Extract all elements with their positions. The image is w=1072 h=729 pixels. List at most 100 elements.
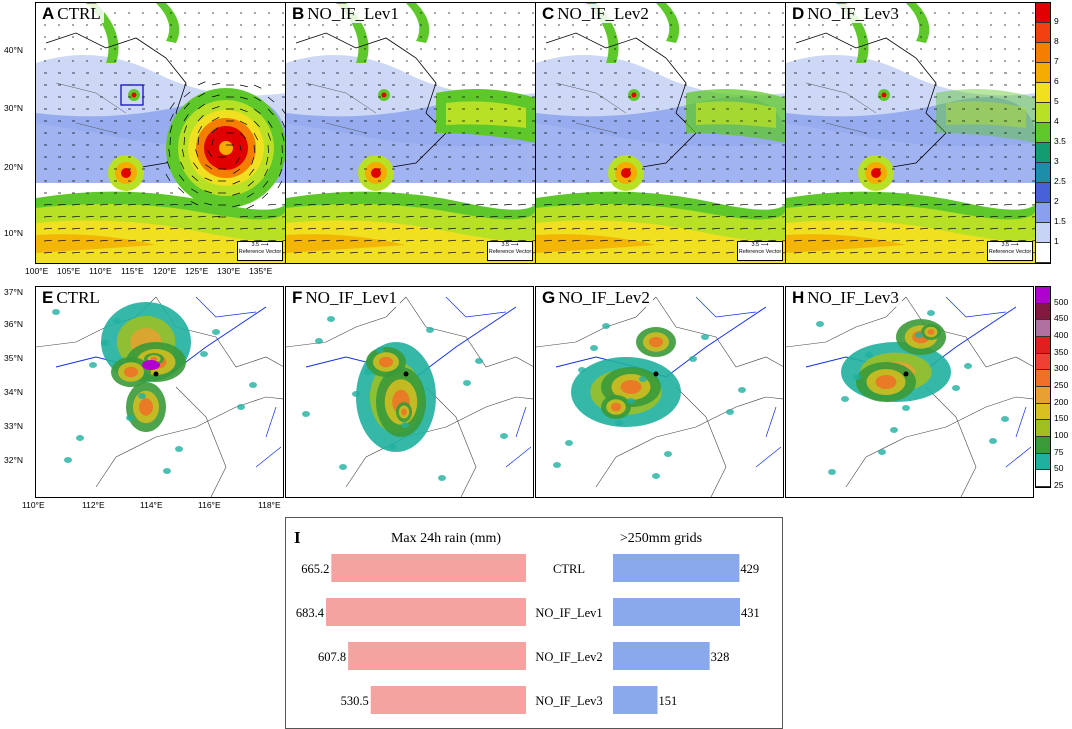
wind-panel-d: D NO_IF_Lev3 3.5 ⟶ Reference Vector [785,2,1036,264]
reference-vector-box: 3.5 ⟶ Reference Vector [237,241,283,261]
colorbar-swatch [1036,470,1050,487]
colorbar-label: 1.5 [1054,216,1066,226]
colorbar-label: 350 [1054,346,1069,357]
wind-colorbar [1035,2,1051,264]
rain-lat-tick: 36°N [4,319,23,329]
colorbar-swatch [1036,163,1050,183]
panel-letter: G [542,288,556,307]
wind-lat-tick: 10°N [4,228,23,238]
colorbar-swatch [1036,453,1050,471]
rain-lon-tick: 116°E [198,500,221,510]
grids-bar-value: 429 [740,562,759,576]
panel-letter: B [292,4,305,23]
wind-lon-tick: 125°E [185,266,209,276]
rain-lat-tick: 33°N [4,421,23,431]
panel-letter: E [42,288,54,307]
rain-lon-tick: 112°E [82,500,105,510]
colorbar-label: 75 [1054,446,1064,457]
colorbar-label: 6 [1054,76,1059,86]
rain-bar [326,598,526,626]
colorbar-swatch [1036,353,1050,371]
wind-lat-tick: 40°N [4,45,23,55]
rain-panel-h: H NO_IF_Lev3 [785,286,1034,498]
colorbar-label: 200 [1054,396,1069,407]
reference-vector-box: 3.5 ⟶ Reference Vector [487,241,533,261]
reference-vector-label: Reference Vector [488,249,532,255]
colorbar-swatch [1036,223,1050,243]
colorbar-swatch [1036,420,1050,437]
colorbar-label: 100 [1054,430,1069,440]
wind-map-svg [36,3,285,263]
bar-chart-panel: I Max 24h rain (mm) >250mm grids 665.2 CTRL 4… [285,517,783,729]
panel-title: D NO_IF_Lev3 [789,4,902,23]
rain-panel-g: G NO_IF_Lev2 [535,286,784,498]
category-label: CTRL [553,562,585,576]
colorbar-swatch [1036,83,1050,103]
wind-lon-tick: 105°E [57,266,81,276]
panel-title: C NO_IF_Lev2 [539,4,652,23]
wind-lon-tick: 100°E [25,266,49,276]
panel-letter: F [292,288,303,307]
panel-name: CTRL [57,4,101,23]
reference-vector-box: 3.5 ⟶ Reference Vector [737,241,783,261]
panel-name: NO_IF_Lev1 [307,4,399,23]
colorbar-label: 500 [1054,296,1069,307]
colorbar-swatch [1036,336,1050,354]
reference-vector-value: 3.5 ⟶ [251,242,269,248]
rain-colorbar [1035,286,1051,488]
wind-panel-a: A CTRL 3.5 ⟶ Reference Vector [35,2,286,264]
colorbar-label: 3.5 [1054,136,1066,146]
colorbar-swatch [1036,103,1050,123]
colorbar-label: 250 [1054,380,1069,390]
rain-lon-tick: 114°E [140,500,163,510]
panel-letter: A [42,4,55,23]
colorbar-label: 2.5 [1054,176,1066,186]
panel-title: G NO_IF_Lev2 [539,288,653,307]
colorbar-swatch [1036,320,1050,337]
grids-bar-value: 328 [711,650,730,664]
panel-title: E CTRL [39,288,103,307]
colorbar-label: 2 [1054,196,1059,206]
rain-lat-tick: 37°N [4,287,23,297]
colorbar-label: 5 [1054,96,1059,106]
colorbar-swatch [1036,63,1050,83]
panel-name: NO_IF_Lev3 [807,288,899,307]
wind-lat-tick: 30°N [4,103,23,113]
colorbar-swatch [1036,3,1050,23]
reference-vector-value: 3.5 ⟶ [751,242,769,248]
panel-title: A CTRL [39,4,104,23]
colorbar-swatch [1036,386,1050,404]
rain-bar [348,642,526,670]
colorbar-swatch [1036,43,1050,63]
grids-bar-value: 151 [658,694,677,708]
panel-title: H NO_IF_Lev3 [789,288,902,307]
colorbar-swatch [1036,203,1050,223]
reference-vector-value: 3.5 ⟶ [1001,242,1019,248]
panel-name: NO_IF_Lev3 [807,4,899,23]
panel-title: F NO_IF_Lev1 [289,288,400,307]
colorbar-label: 8 [1054,36,1059,46]
wind-lon-tick: 110°E [89,266,112,276]
colorbar-label: 400 [1054,330,1069,340]
wind-lon-tick: 120°E [153,266,177,276]
series-name-rain: Max 24h rain (mm) [391,531,501,546]
rain-bar-value: 665.2 [301,562,329,576]
panel-title: B NO_IF_Lev1 [289,4,402,23]
bar-chart-svg: I Max 24h rain (mm) >250mm grids 665.2 CTRL 4… [294,528,760,714]
rain-lat-tick: 35°N [4,353,23,363]
panel-letter: D [792,4,805,23]
panel-letter: C [542,4,555,23]
rain-map-svg [536,287,783,497]
category-label: NO_IF_Lev2 [535,650,602,664]
colorbar-swatch [1036,436,1050,454]
colorbar-label: 50 [1054,463,1064,474]
panel-name: NO_IF_Lev2 [558,288,650,307]
colorbar-swatch [1036,143,1050,163]
rain-panel-e: E CTRL [35,286,284,498]
rain-bar-value: 607.8 [318,650,346,664]
colorbar-label: 1 [1054,236,1059,246]
rain-panel-f: F NO_IF_Lev1 [285,286,534,498]
colorbar-swatch [1036,23,1050,43]
panel-letter: H [792,288,805,307]
panel-name: CTRL [56,288,100,307]
